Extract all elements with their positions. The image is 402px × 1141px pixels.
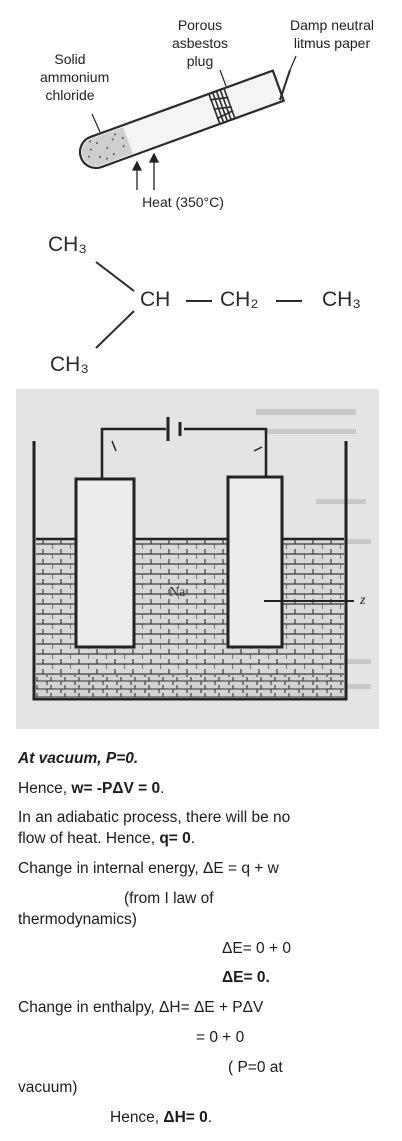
line-work: Hence, w= -PΔV = 0.: [18, 780, 165, 797]
ch3-right: CH₃: [322, 288, 361, 311]
label-litmus: litmus paper: [293, 35, 371, 51]
figure-electrolytic-cell: Na z: [16, 389, 379, 729]
cell-diagram: [32, 409, 371, 701]
solution-text: At vacuum, P=0. Hence, w= -PΔV = 0. In a…: [0, 740, 402, 1141]
line-vacuum: At vacuum, P=0.: [18, 750, 139, 767]
label-asbestos: asbestos: [171, 35, 229, 51]
dh-equation: ΔH= 0: [163, 1109, 208, 1126]
line-dh-sum: = 0 + 0: [196, 1029, 245, 1046]
label-ammonium: ammonium: [40, 69, 110, 85]
label-porous-asbestos-plug: Porous asbestos plug: [160, 16, 240, 70]
ch2-group: CH₂: [220, 288, 259, 311]
label-porous: Porous: [177, 17, 223, 33]
line-adiabatic: In an adiabatic process, there will be n…: [18, 809, 291, 826]
label-chloride: chloride: [45, 87, 95, 103]
test-tube: [78, 69, 286, 170]
solid-ammonium-chloride: [82, 127, 133, 166]
figure-structural-formula: CH₃ CH CH₂ CH₃ CH₃: [0, 225, 402, 385]
ch3-bottom: CH₃: [50, 353, 89, 376]
label-damp: Damp neutral: [289, 17, 375, 33]
right-electrode: [226, 475, 284, 649]
work-equation: w= -PΔV = 0: [71, 780, 161, 797]
line-de-sum: ΔE= 0 + 0: [222, 940, 291, 957]
line-vacuum-note: vacuum): [18, 1079, 78, 1096]
label-damp-litmus: Damp neutral litmus paper: [278, 16, 386, 52]
line-internal-energy: Change in internal energy, ΔE = q + w: [18, 860, 279, 877]
test-tube-diagram: [78, 55, 297, 190]
label-z: z: [360, 593, 366, 608]
line-heat-flow: flow of heat. Hence, q= 0.: [18, 830, 196, 847]
label-plug: plug: [186, 53, 214, 69]
line-enthalpy: Change in enthalpy, ΔH= ΔE + PΔV: [18, 999, 264, 1016]
wire: [100, 427, 268, 479]
line-p-zero: ( P=0 at: [228, 1059, 283, 1076]
ch-group: CH: [140, 288, 171, 311]
line-first-law: (from I law of: [124, 890, 214, 907]
line-dh-result: Hence, ΔH= 0.: [110, 1109, 213, 1126]
left-electrode: [74, 477, 136, 649]
line-thermodynamics: thermodynamics): [18, 911, 137, 928]
asbestos-plug: [208, 88, 236, 125]
heat-arrows: [131, 152, 160, 190]
label-solid: Solid: [54, 51, 86, 67]
heat-equation: q= 0: [159, 830, 191, 847]
label-na-ion: Na: [169, 585, 186, 600]
label-heat: Heat (350°C): [142, 194, 224, 210]
label-solid-ammonium-chloride: Solid ammonium chloride: [40, 50, 110, 104]
litmus-paper: [279, 69, 291, 101]
line-de-result: ΔE= 0.: [222, 969, 270, 986]
tank: [32, 441, 348, 701]
figure-ammonium-chloride: Solid ammonium chloride Porous asbestos …: [0, 0, 402, 225]
bond-lines: [95, 261, 302, 349]
ch3-top: CH₃: [48, 233, 87, 256]
